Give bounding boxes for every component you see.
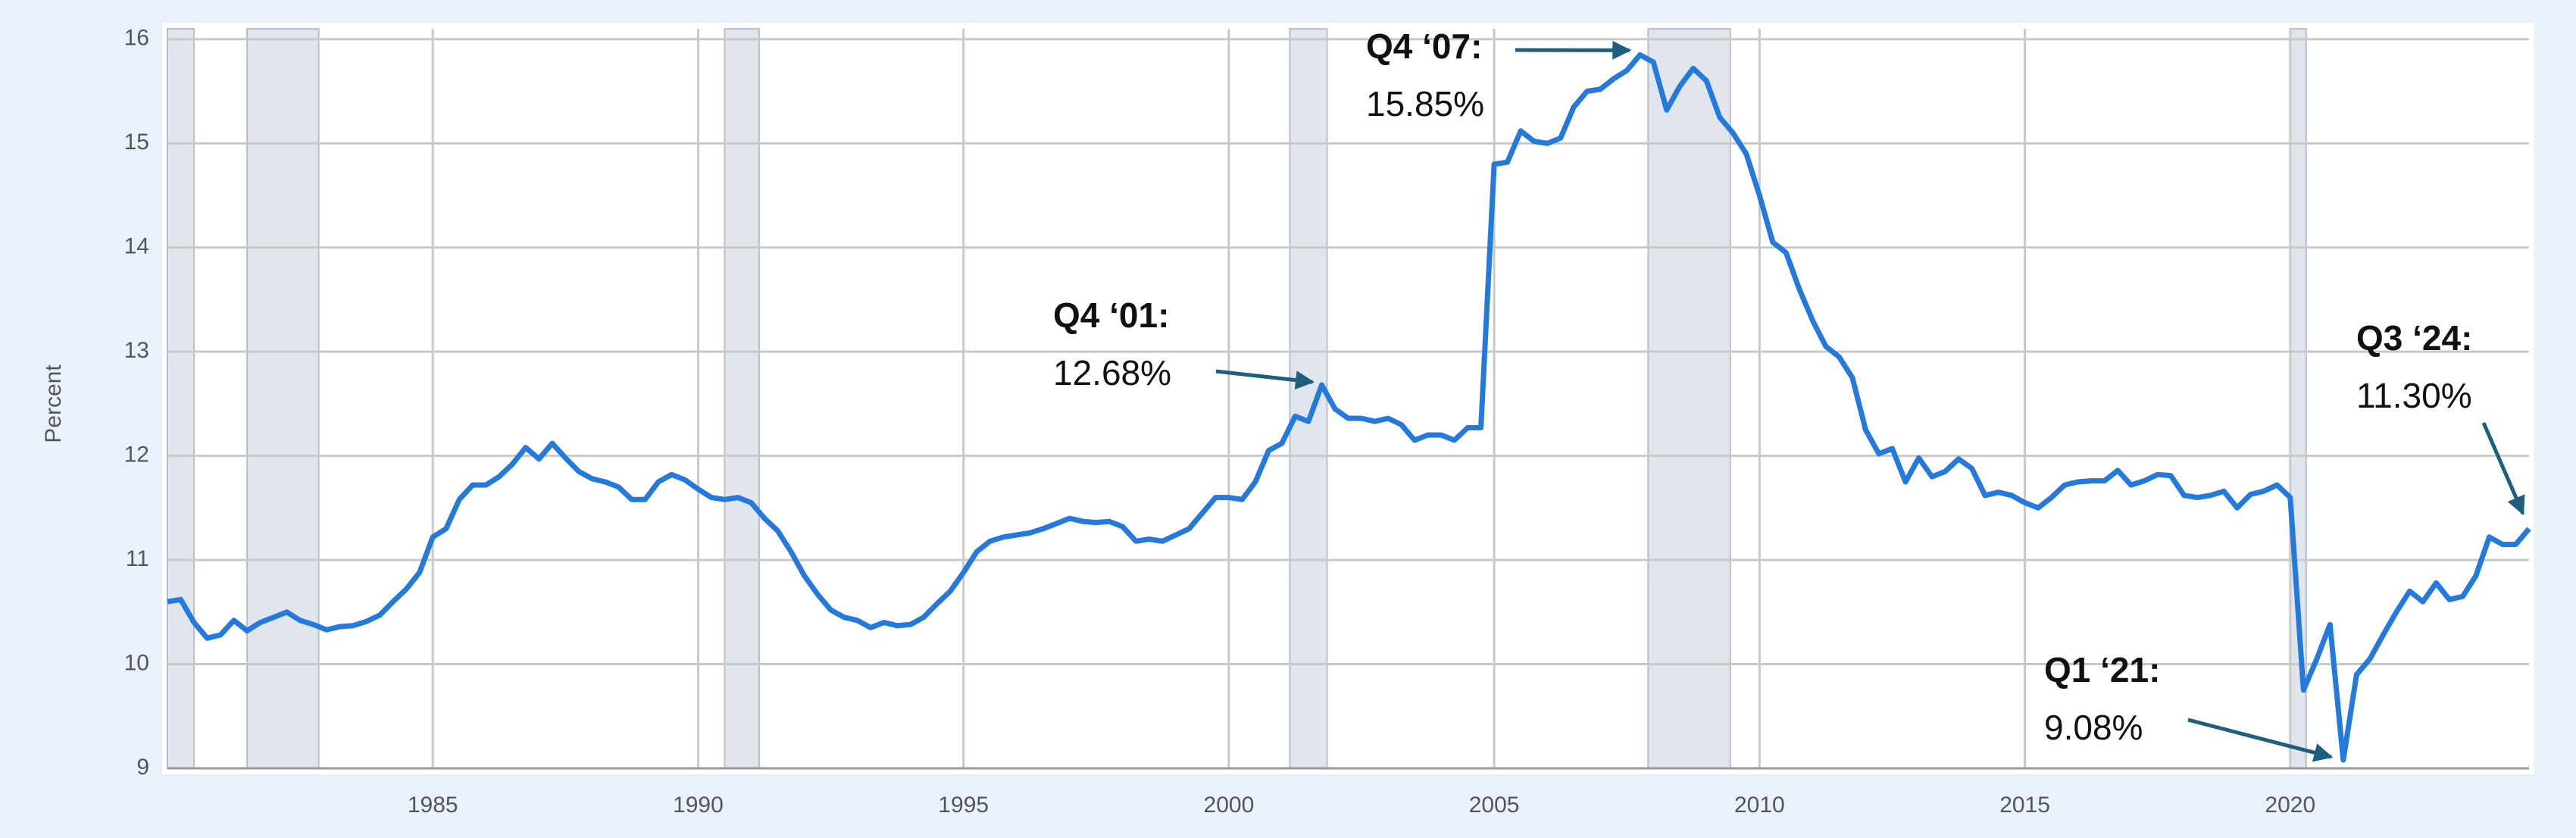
annotation-title: Q4 ‘07:: [1366, 27, 1482, 66]
y-tick-label: 16: [124, 26, 149, 51]
x-tick-label: 2005: [1469, 793, 1520, 818]
y-tick-label: 11: [126, 546, 149, 571]
y-tick-label: 9: [136, 755, 149, 780]
annotation-value: 12.68%: [1053, 353, 1171, 392]
annotation-title: Q1 ‘21:: [2044, 650, 2160, 689]
recession-band: [1647, 28, 1731, 769]
annotation-value: 9.08%: [2044, 708, 2143, 747]
y-tick-label: 15: [124, 130, 149, 155]
annotation-arrow: [1215, 369, 1315, 390]
x-tick-label: 1985: [408, 793, 458, 818]
recession-band: [724, 28, 761, 769]
recession-band: [246, 28, 320, 769]
y-tick-label: 14: [124, 234, 149, 259]
annotation-title: Q3 ‘24:: [2356, 318, 2472, 358]
plot-background: [162, 23, 2534, 774]
data-line: [167, 52, 2531, 763]
y-tick-label: 10: [124, 650, 149, 675]
y-tick-label: 12: [124, 442, 149, 467]
x-tick-label: 2000: [1204, 793, 1255, 818]
x-tick-label: 2010: [1734, 793, 1785, 818]
annotation-title: Q4 ‘01:: [1053, 295, 1169, 335]
x-tick-label: 1990: [673, 793, 724, 818]
recession-band: [1289, 28, 1328, 769]
x-tick-label: 2015: [1999, 793, 2050, 818]
annotation-arrow: [2481, 422, 2525, 516]
y-tick-label: 13: [124, 338, 149, 363]
x-tick-label: 2020: [2265, 793, 2315, 818]
annotation-arrow: [2187, 718, 2334, 762]
annotation-value: 11.30%: [2356, 376, 2472, 415]
annotation-value: 15.85%: [1366, 84, 1484, 124]
y-axis-label: Percent: [41, 364, 66, 443]
x-tick-label: 1995: [938, 793, 989, 818]
recession-band: [167, 28, 195, 769]
